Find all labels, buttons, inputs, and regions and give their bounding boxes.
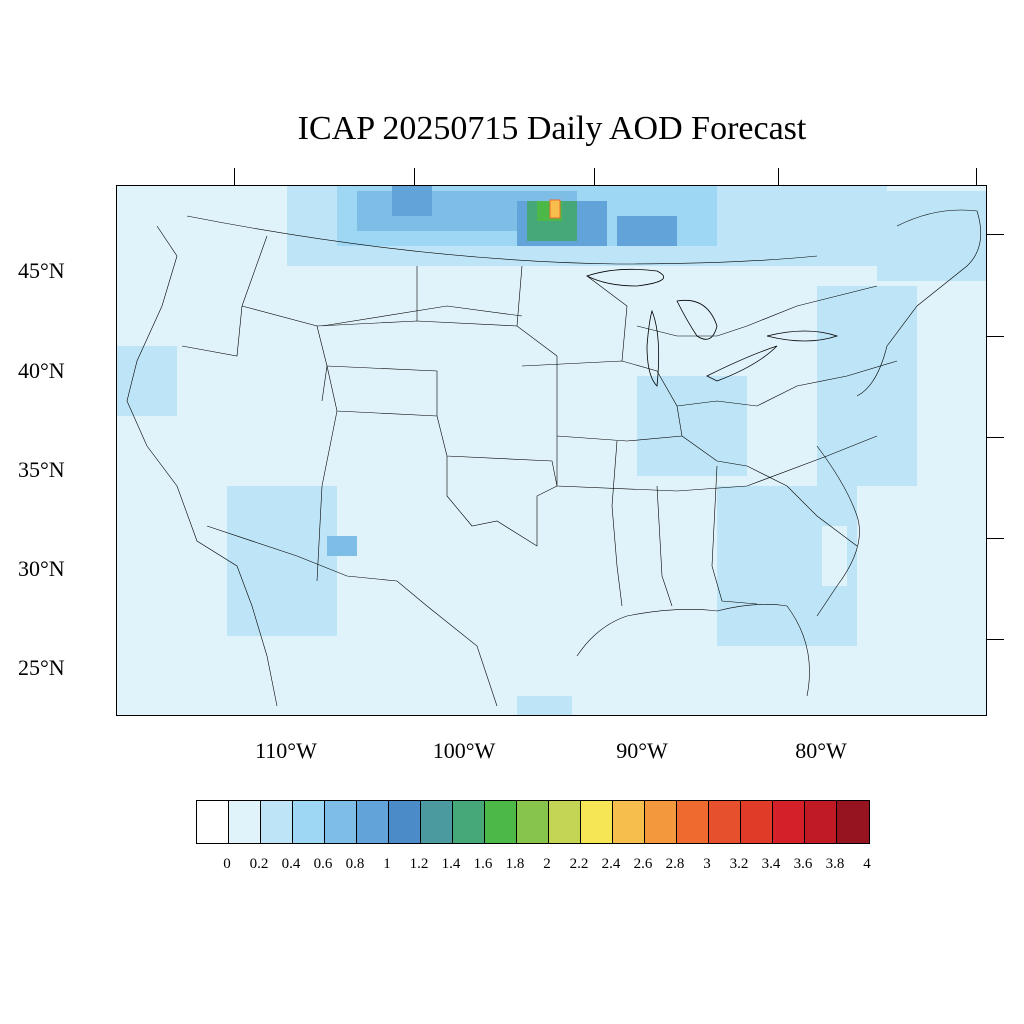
colorbar-cell — [517, 801, 549, 843]
lon-label-110w: 110°W — [255, 738, 317, 763]
colorbar-cell — [357, 801, 389, 843]
colorbar-tick-label: 3 — [703, 856, 711, 872]
tick-right-5 — [987, 639, 1004, 640]
colorbar-tick-label: 3.4 — [761, 856, 781, 872]
colorbar-cell — [773, 801, 805, 843]
colorbar-tick-label: 2.6 — [633, 856, 653, 872]
lon-label-100w: 100°W — [432, 738, 496, 763]
colorbar-tick-label: 4 — [863, 856, 871, 872]
colorbar-tick-label: 1.4 — [441, 856, 461, 872]
aod-map-canvas — [117, 186, 986, 715]
colorbar-cell — [197, 801, 229, 843]
lat-label-45: 45°N — [18, 258, 65, 283]
aod-shading — [117, 186, 986, 715]
colorbar-tick-label: 2.4 — [601, 856, 621, 872]
colorbar — [196, 800, 870, 844]
colorbar-tick-label: 0.2 — [249, 856, 269, 872]
colorbar-tick-label: 2.2 — [569, 856, 589, 872]
lat-label-25: 25°N — [18, 655, 65, 680]
colorbar-cell — [709, 801, 741, 843]
lat-label-35: 35°N — [18, 457, 65, 482]
colorbar-tick-label: 1 — [383, 856, 391, 872]
great-lakes — [585, 268, 839, 387]
colorbar-cell — [677, 801, 709, 843]
colorbar-tick-label: 1.8 — [505, 856, 525, 872]
colorbar-tick-label: 0.6 — [313, 856, 333, 872]
lon-label-80w: 80°W — [795, 738, 847, 763]
colorbar-tick-label: 3.8 — [825, 856, 845, 872]
colorbar-cell — [549, 801, 581, 843]
colorbar-cell — [805, 801, 837, 843]
tick-top-5 — [976, 168, 977, 185]
boundaries — [126, 209, 982, 707]
colorbar-cell — [741, 801, 773, 843]
colorbar-cell — [325, 801, 357, 843]
colorbar-cell — [837, 801, 869, 843]
colorbar-tick-label: 0 — [223, 856, 231, 872]
tick-right-4 — [987, 538, 1004, 539]
tick-right-1 — [987, 234, 1004, 235]
colorbar-cell — [485, 801, 517, 843]
colorbar-tick-label: 0.4 — [281, 856, 301, 872]
colorbar-tick-label: 3.6 — [793, 856, 813, 872]
colorbar-tick-label: 2.8 — [665, 856, 685, 872]
colorbar-cell — [261, 801, 293, 843]
colorbar-cell — [453, 801, 485, 843]
colorbar-cell — [581, 801, 613, 843]
tick-top-3 — [594, 168, 595, 185]
lon-label-90w: 90°W — [616, 738, 668, 763]
map-title: ICAP 20250715 Daily AOD Forecast — [297, 110, 807, 147]
colorbar-cell — [293, 801, 325, 843]
tick-right-2 — [987, 336, 1004, 337]
colorbar-cell — [229, 801, 261, 843]
tick-top-4 — [778, 168, 779, 185]
colorbar-tick-label: 3.2 — [729, 856, 749, 872]
colorbar-tick-label: 2 — [543, 856, 551, 872]
aod-map — [116, 185, 987, 716]
colorbar-tick-label: 1.2 — [409, 856, 429, 872]
colorbar-tick-label: 1.6 — [473, 856, 493, 872]
colorbar-cell — [421, 801, 453, 843]
lat-label-40: 40°N — [18, 358, 65, 383]
colorbar-cell — [389, 801, 421, 843]
tick-top-1 — [234, 168, 235, 185]
tick-top-2 — [414, 168, 415, 185]
colorbar-tick-label: 0.8 — [345, 856, 365, 872]
lat-label-30: 30°N — [18, 556, 65, 581]
colorbar-cell — [645, 801, 677, 843]
tick-right-3 — [987, 437, 1004, 438]
colorbar-cell — [613, 801, 645, 843]
